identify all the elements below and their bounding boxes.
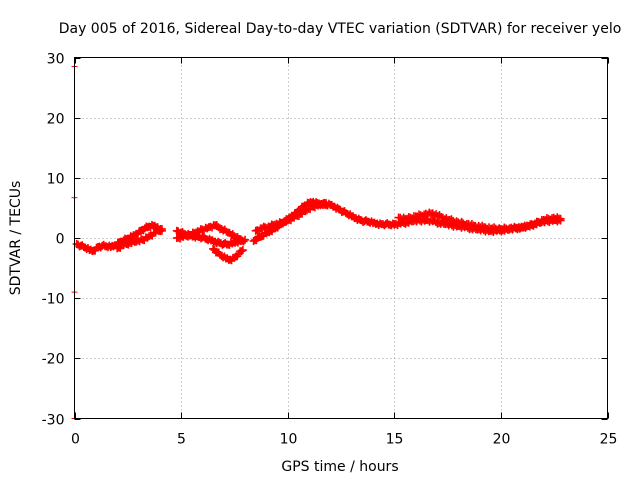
tick-labels: 0 5 10 15 20 25 -30 -20 -10 0 10 20 30 — [42, 52, 618, 448]
data-point — [322, 199, 331, 208]
chart-title: Day 005 of 2016, Sidereal Day-to-day VTE… — [59, 21, 622, 37]
y-tick-label: -30 — [42, 413, 65, 429]
x-axis-title: GPS time / hours — [281, 459, 398, 475]
x-tick-label: 0 — [71, 432, 80, 448]
data-point — [157, 224, 166, 233]
x-tick-label: 25 — [600, 432, 618, 448]
y-tick-label: 0 — [56, 232, 65, 248]
axis-ticks — [74, 57, 609, 420]
data-point — [556, 214, 565, 223]
x-tick-label: 20 — [493, 432, 511, 448]
y-tick-label: 10 — [47, 172, 65, 188]
x-tick-label: 10 — [280, 432, 298, 448]
x-tick-label: 5 — [177, 432, 186, 448]
y-tick-label: 20 — [47, 112, 65, 128]
x-tick-label: 15 — [386, 432, 404, 448]
data-points — [72, 197, 565, 265]
data-point — [236, 235, 245, 244]
y-tick-label: -10 — [42, 292, 65, 308]
y-axis-title: SDTVAR / TECUs — [8, 181, 24, 296]
y-tick-label: -20 — [42, 352, 65, 368]
data-point-fill — [237, 247, 246, 256]
plot-frame — [74, 57, 608, 419]
data-point — [238, 246, 247, 255]
y-tick-label: 30 — [47, 52, 65, 68]
grid-lines — [74, 57, 608, 419]
